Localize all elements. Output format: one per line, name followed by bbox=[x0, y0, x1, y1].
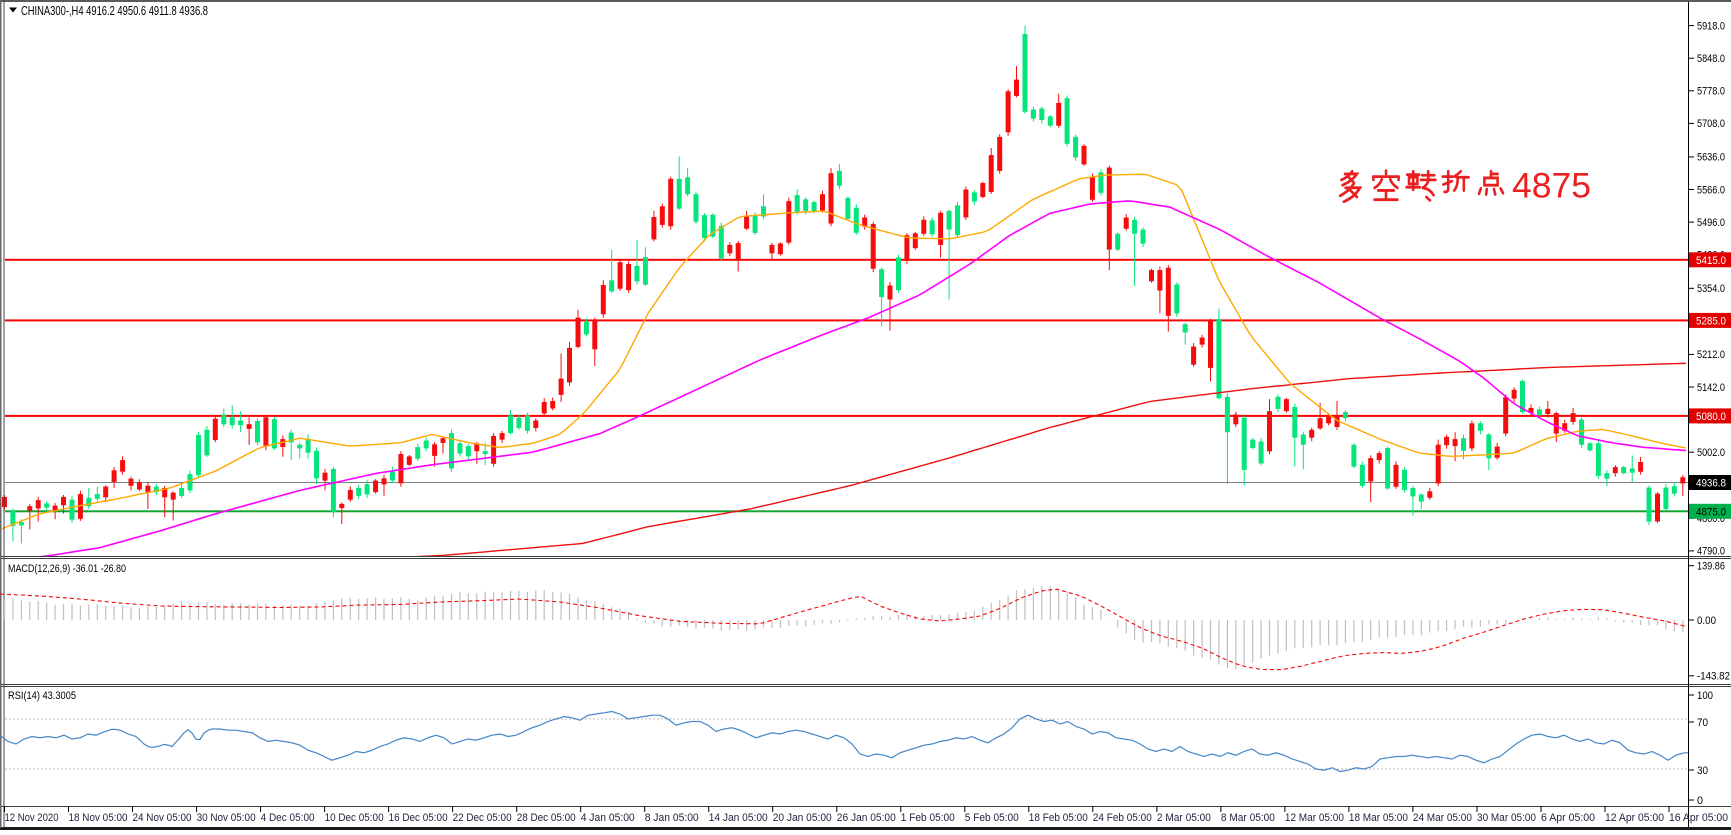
svg-text:0.00: 0.00 bbox=[1697, 615, 1716, 627]
svg-text:22 Dec 05:00: 22 Dec 05:00 bbox=[453, 812, 512, 824]
svg-text:4936.8: 4936.8 bbox=[1696, 478, 1726, 490]
svg-text:18 Feb 05:00: 18 Feb 05:00 bbox=[1029, 812, 1088, 824]
svg-text:16 Dec 05:00: 16 Dec 05:00 bbox=[389, 812, 448, 824]
svg-text:24 Feb 05:00: 24 Feb 05:00 bbox=[1093, 812, 1152, 824]
svg-text:16 Apr 05:00: 16 Apr 05:00 bbox=[1669, 812, 1728, 824]
svg-text:5415.0: 5415.0 bbox=[1696, 255, 1726, 267]
svg-text:5778.0: 5778.0 bbox=[1697, 86, 1725, 98]
svg-text:5142.0: 5142.0 bbox=[1697, 382, 1725, 394]
svg-text:20 Jan 05:00: 20 Jan 05:00 bbox=[773, 812, 832, 824]
svg-text:8 Jan 05:00: 8 Jan 05:00 bbox=[645, 812, 699, 824]
svg-text:4790.0: 4790.0 bbox=[1697, 546, 1725, 558]
svg-text:30 Mar 05:00: 30 Mar 05:00 bbox=[1477, 812, 1536, 824]
svg-text:5080.0: 5080.0 bbox=[1696, 411, 1726, 423]
svg-text:6 Apr 05:00: 6 Apr 05:00 bbox=[1541, 812, 1595, 824]
svg-text:5212.0: 5212.0 bbox=[1697, 349, 1725, 361]
svg-text:24 Mar 05:00: 24 Mar 05:00 bbox=[1413, 812, 1472, 824]
svg-text:24 Nov 05:00: 24 Nov 05:00 bbox=[133, 812, 192, 824]
svg-text:12 Mar 05:00: 12 Mar 05:00 bbox=[1285, 812, 1344, 824]
svg-text:4875: 4875 bbox=[1512, 166, 1591, 206]
svg-text:10 Dec 05:00: 10 Dec 05:00 bbox=[325, 812, 384, 824]
svg-text:30 Nov 05:00: 30 Nov 05:00 bbox=[197, 812, 256, 824]
svg-text:26 Jan 05:00: 26 Jan 05:00 bbox=[837, 812, 896, 824]
svg-text:0: 0 bbox=[1697, 795, 1703, 807]
svg-text:5708.0: 5708.0 bbox=[1697, 118, 1725, 130]
svg-text:MACD(12,26,9) -36.01 -26.80: MACD(12,26,9) -36.01 -26.80 bbox=[8, 563, 126, 575]
svg-text:70: 70 bbox=[1697, 717, 1708, 729]
svg-text:5354.0: 5354.0 bbox=[1697, 283, 1725, 295]
svg-text:5918.0: 5918.0 bbox=[1697, 20, 1725, 32]
svg-text:5636.0: 5636.0 bbox=[1697, 152, 1725, 164]
svg-text:2 Mar 05:00: 2 Mar 05:00 bbox=[1157, 812, 1211, 824]
svg-text:139.86: 139.86 bbox=[1697, 561, 1725, 573]
svg-text:-143.82: -143.82 bbox=[1697, 671, 1730, 683]
svg-text:14 Jan 05:00: 14 Jan 05:00 bbox=[709, 812, 768, 824]
svg-text:RSI(14) 43.3005: RSI(14) 43.3005 bbox=[8, 690, 76, 702]
svg-text:8 Mar 05:00: 8 Mar 05:00 bbox=[1221, 812, 1275, 824]
svg-text:5285.0: 5285.0 bbox=[1696, 315, 1726, 327]
svg-text:12 Apr 05:00: 12 Apr 05:00 bbox=[1605, 812, 1664, 824]
svg-text:4875.0: 4875.0 bbox=[1696, 506, 1726, 518]
svg-text:5496.0: 5496.0 bbox=[1697, 217, 1725, 229]
svg-text:18 Nov 05:00: 18 Nov 05:00 bbox=[69, 812, 128, 824]
svg-text:12 Nov 2020: 12 Nov 2020 bbox=[5, 812, 59, 824]
svg-text:30: 30 bbox=[1697, 765, 1708, 777]
svg-text:5566.0: 5566.0 bbox=[1697, 184, 1725, 196]
svg-text:5002.0: 5002.0 bbox=[1697, 447, 1725, 459]
svg-text:4 Dec 05:00: 4 Dec 05:00 bbox=[261, 812, 315, 824]
svg-text:1 Feb 05:00: 1 Feb 05:00 bbox=[901, 812, 955, 824]
svg-text:5 Feb 05:00: 5 Feb 05:00 bbox=[965, 812, 1019, 824]
svg-text:100: 100 bbox=[1697, 690, 1713, 702]
svg-text:CHINA300-,H4 4916.2 4950.6 49: CHINA300-,H4 4916.2 4950.6 4911.8 4936.8 bbox=[21, 4, 208, 18]
svg-text:18 Mar 05:00: 18 Mar 05:00 bbox=[1349, 812, 1408, 824]
svg-text:5848.0: 5848.0 bbox=[1697, 53, 1725, 65]
svg-text:4 Jan 05:00: 4 Jan 05:00 bbox=[581, 812, 635, 824]
svg-text:28 Dec 05:00: 28 Dec 05:00 bbox=[517, 812, 576, 824]
